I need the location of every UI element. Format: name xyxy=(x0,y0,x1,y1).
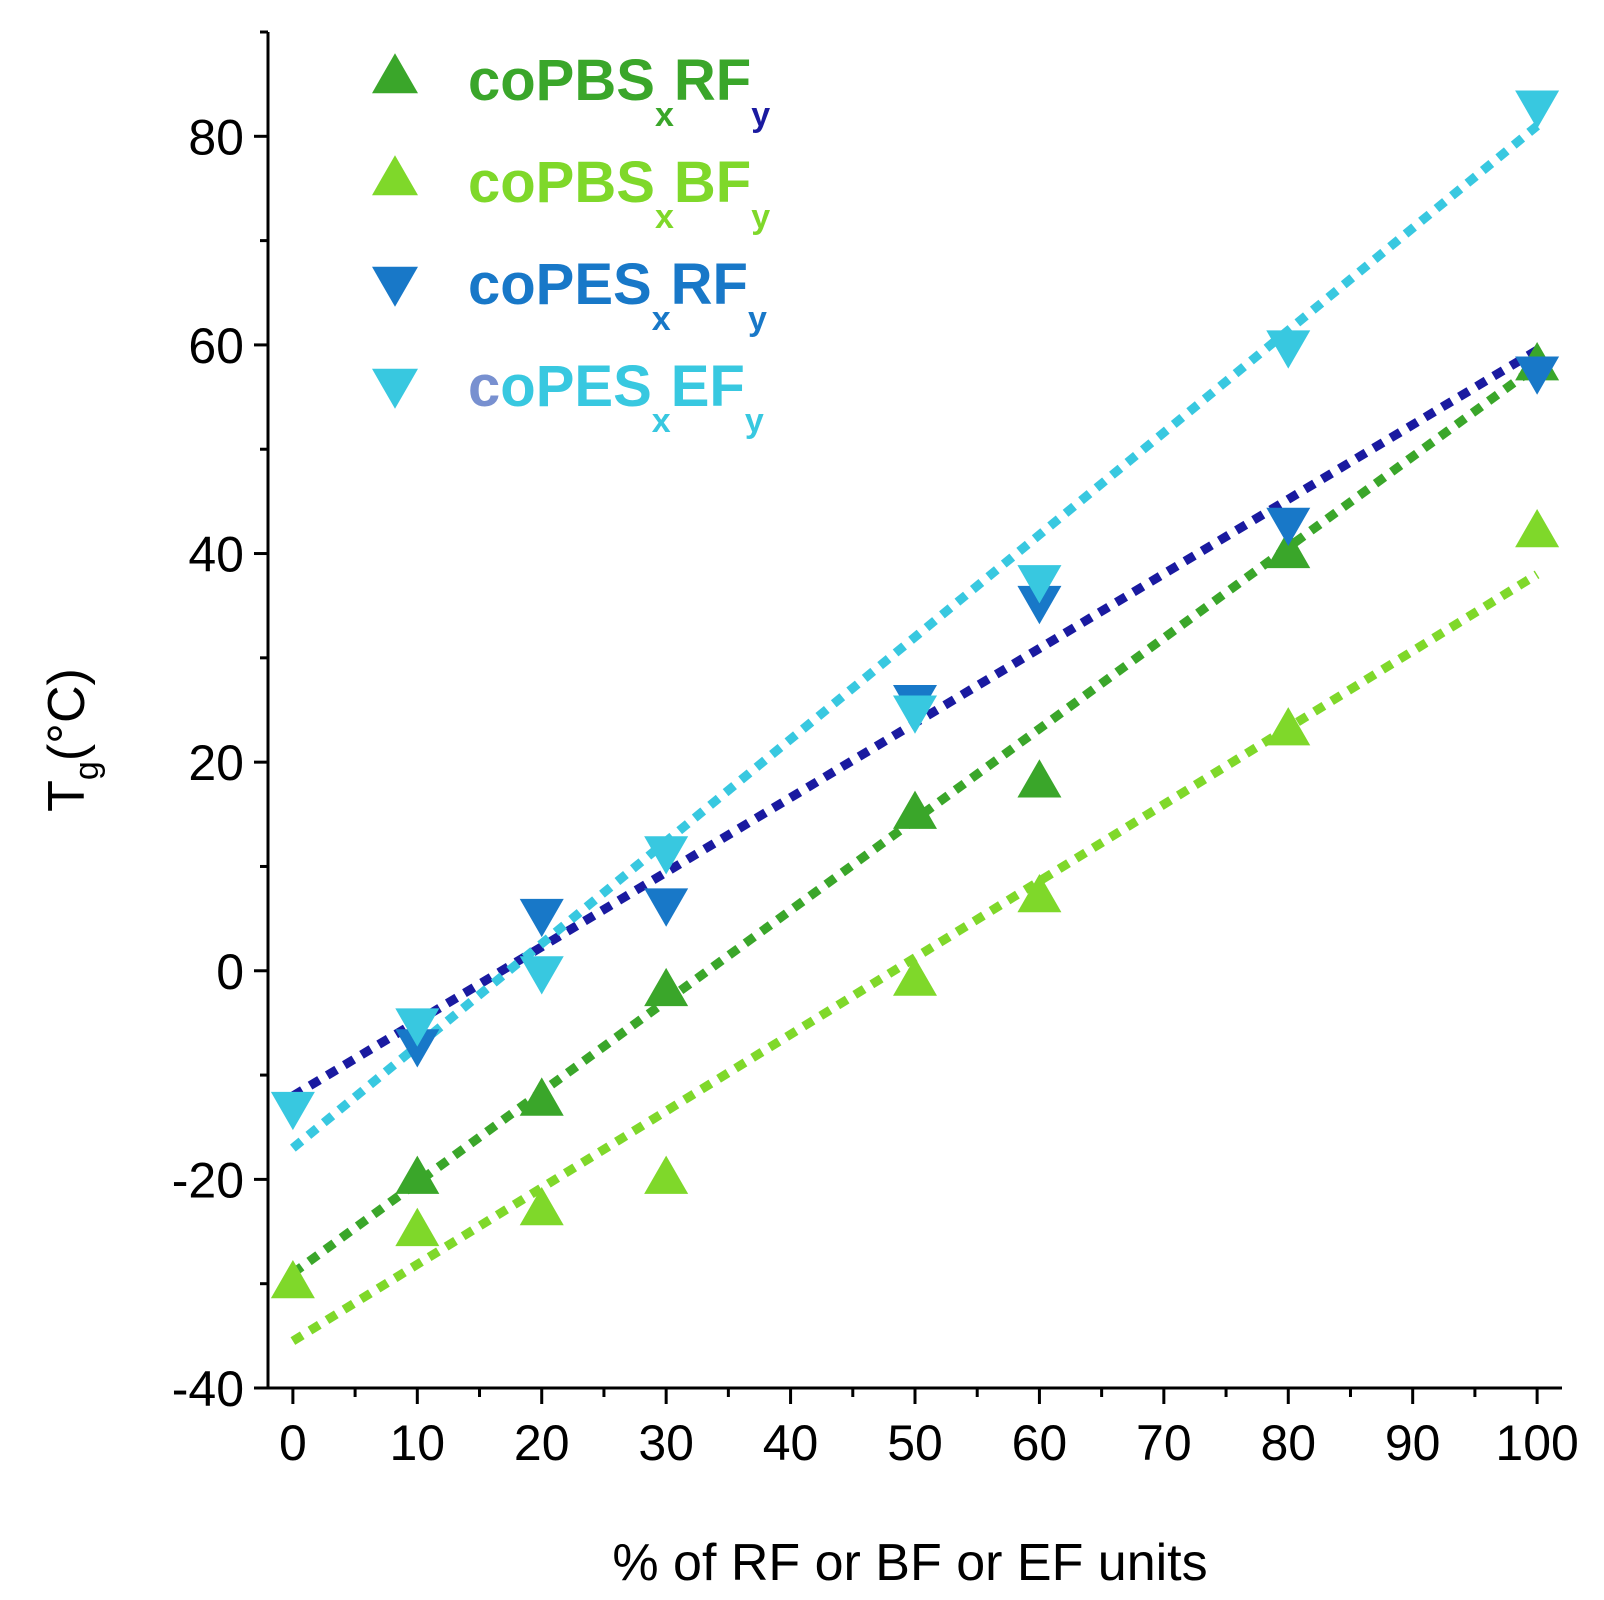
legend-label-sub-x: x xyxy=(652,402,671,440)
y-axis-title: Tg(°C) xyxy=(38,668,106,812)
legend-marker xyxy=(372,368,418,409)
data-point-triangle-down xyxy=(519,898,564,938)
legend-label-main: coPBS xyxy=(468,48,655,113)
legend-marker xyxy=(372,266,418,307)
x-tick-label: 0 xyxy=(279,1415,307,1471)
data-point-triangle-down xyxy=(1266,507,1311,546)
data-point-triangle-up xyxy=(1266,707,1311,746)
legend-label-second: RF xyxy=(674,48,751,113)
y-tick-label: 20 xyxy=(188,735,244,791)
data-points xyxy=(270,90,1560,1299)
data-point-triangle-down xyxy=(644,836,689,875)
data-point-triangle-up xyxy=(270,1259,315,1299)
legend-label-sub-y: y xyxy=(751,198,770,236)
data-point-triangle-up xyxy=(644,967,689,1007)
legend-label-sub-y: y xyxy=(751,96,770,134)
data-point-triangle-up xyxy=(893,790,937,829)
data-point-triangle-down xyxy=(395,1029,440,1068)
data-point-triangle-down xyxy=(519,956,564,995)
data-point-triangle-down xyxy=(395,1008,440,1047)
y-tick-label: -20 xyxy=(172,1152,244,1208)
data-point-triangle-down xyxy=(1017,565,1062,604)
data-point-triangle-up xyxy=(519,1077,564,1116)
legend-label-second: BF xyxy=(674,150,751,215)
y-tick-label: -40 xyxy=(172,1361,244,1417)
data-point-triangle-up xyxy=(1017,874,1062,913)
legend-label-sub-x: x xyxy=(652,300,671,338)
axis-titles: % of RF or BF or EF units Tg(°C) xyxy=(38,668,1208,1592)
data-point-triangle-down xyxy=(644,888,689,927)
legend-label-second: RF xyxy=(671,252,748,317)
legend-label-sub-x: x xyxy=(655,96,674,134)
x-tick-label: 70 xyxy=(1136,1415,1192,1471)
data-point-triangle-down xyxy=(1515,356,1560,395)
data-point-triangle-up xyxy=(395,1155,440,1194)
y-tick-label: 0 xyxy=(216,944,244,1000)
x-tick-label: 20 xyxy=(514,1415,570,1471)
data-point-triangle-down xyxy=(893,695,937,734)
data-point-triangle-up xyxy=(1266,529,1311,569)
legend-label-first-char: c xyxy=(468,354,500,419)
x-tick-label: 90 xyxy=(1385,1415,1441,1471)
legend-marker xyxy=(372,53,418,94)
data-point-triangle-up xyxy=(893,957,937,996)
y-axis-title-rest: (°C) xyxy=(38,668,96,761)
y-axis-title-sub: g xyxy=(68,761,106,780)
legend-label: coPESxEFy xyxy=(468,354,764,440)
data-point-triangle-up xyxy=(644,1155,689,1194)
y-tick-label: 40 xyxy=(188,527,244,583)
y-tick-label: 60 xyxy=(188,318,244,374)
legend-label-sub-x: x xyxy=(655,198,674,236)
legend-label-sub-y: y xyxy=(745,402,764,440)
trend-line xyxy=(290,122,1540,1152)
x-axis-title: % of RF or BF or EF units xyxy=(612,1534,1207,1592)
data-point-triangle-up xyxy=(1515,508,1560,548)
legend-label-main: coPES xyxy=(468,252,652,317)
legend-label-second: EF xyxy=(671,354,745,419)
data-point-triangle-up xyxy=(1017,759,1062,798)
legend-label-main: coPBS xyxy=(468,150,655,215)
x-tick-label: 100 xyxy=(1495,1415,1578,1471)
y-tick-label: 80 xyxy=(188,109,244,165)
legend-label: coPBSxRFy xyxy=(468,48,770,134)
data-point-triangle-down xyxy=(270,1091,315,1131)
data-point-triangle-down xyxy=(1017,585,1062,625)
data-point-triangle-up xyxy=(395,1207,440,1247)
x-tick-label: 60 xyxy=(1012,1415,1068,1471)
data-point-triangle-up xyxy=(519,1186,564,1226)
data-point-triangle-down xyxy=(1266,330,1311,369)
legend-label-sub-y: y xyxy=(748,300,767,338)
axes: 0 10 20 30 40 50 60 70 80 90 100 -40 -20 0 20 40 60 80 xyxy=(172,30,1579,1471)
y-axis-title-main: T xyxy=(38,780,96,812)
legend-label: coPBSxBFy xyxy=(468,150,770,236)
legend-label: coPESxRFy xyxy=(468,252,767,338)
legend-label-main: oPES xyxy=(500,354,652,419)
x-tick-label: 50 xyxy=(887,1415,943,1471)
x-tick-label: 30 xyxy=(638,1415,694,1471)
data-point-triangle-down xyxy=(1515,90,1560,129)
x-tick-label: 80 xyxy=(1260,1415,1316,1471)
x-tick-label: 10 xyxy=(389,1415,445,1471)
legend-marker xyxy=(372,155,418,196)
x-tick-label: 40 xyxy=(763,1415,819,1471)
